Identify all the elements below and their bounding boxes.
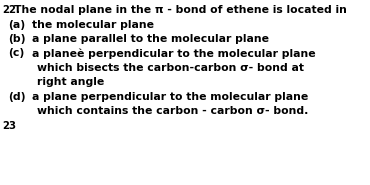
Text: (a): (a) <box>8 19 25 29</box>
Text: a plane perpendicular to the molecular plane: a plane perpendicular to the molecular p… <box>32 92 308 102</box>
Text: which bisects the carbon-carbon σ- bond at: which bisects the carbon-carbon σ- bond … <box>37 63 304 73</box>
Text: (b): (b) <box>8 34 26 44</box>
Text: 22.: 22. <box>2 5 20 15</box>
Text: 23: 23 <box>2 121 16 131</box>
Text: a plane parallel to the molecular plane: a plane parallel to the molecular plane <box>32 34 269 44</box>
Text: (d): (d) <box>8 92 26 102</box>
Text: (c): (c) <box>8 48 24 58</box>
Text: right angle: right angle <box>37 78 104 88</box>
Text: a planeè perpendicular to the molecular plane: a planeè perpendicular to the molecular … <box>32 48 316 59</box>
Text: The nodal plane in the π - bond of ethene is located in: The nodal plane in the π - bond of ethen… <box>14 5 347 15</box>
Text: which contains the carbon - carbon σ- bond.: which contains the carbon - carbon σ- bo… <box>37 107 308 117</box>
Text: the molecular plane: the molecular plane <box>32 19 154 29</box>
